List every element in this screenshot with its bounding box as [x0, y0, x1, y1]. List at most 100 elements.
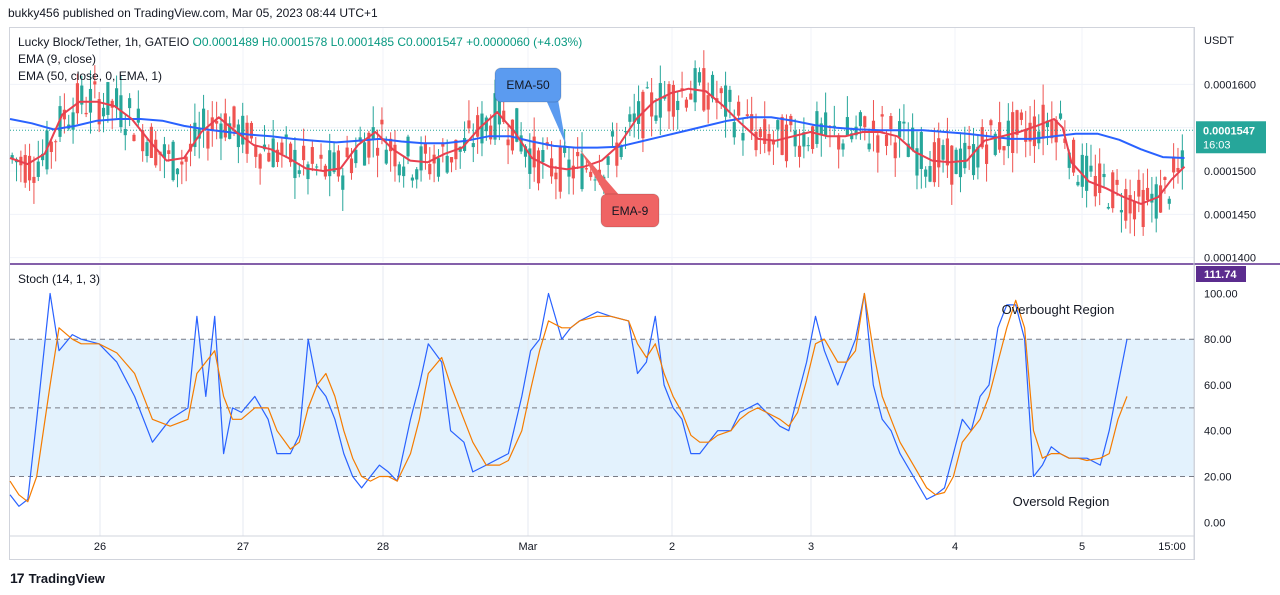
candle-body	[876, 135, 880, 153]
candle-body	[950, 145, 954, 185]
stoch-axis-tick: 60.00	[1204, 380, 1232, 392]
overbought-label: Overbought Region	[1002, 302, 1115, 317]
candle-body	[884, 135, 889, 146]
candle-body	[784, 124, 789, 162]
publisher-header: bukky456 published on TradingView.com, M…	[8, 6, 378, 20]
candle-body	[349, 158, 354, 174]
candle-body	[249, 122, 253, 139]
candle-body	[719, 88, 723, 94]
candle-body	[750, 114, 754, 131]
candle-body	[328, 150, 332, 177]
candle-body	[515, 108, 519, 142]
candle-body	[1054, 119, 1058, 143]
candle-body	[845, 117, 849, 136]
candle-body	[863, 116, 867, 128]
candle-body	[689, 93, 693, 100]
stoch-legend: Stoch (14, 1, 3)	[18, 272, 101, 286]
price-axis-currency: USDT	[1204, 35, 1234, 47]
price-axis-tick: 0.0001500	[1204, 166, 1256, 178]
candle-body	[1080, 154, 1084, 187]
candle-body	[467, 120, 471, 129]
candle-body	[732, 122, 736, 138]
candle-body	[410, 177, 414, 181]
candle-body	[637, 101, 641, 124]
candle-body	[776, 120, 780, 130]
candle-body	[1145, 187, 1150, 201]
candle-body	[767, 133, 771, 152]
candle-body	[80, 85, 84, 105]
candle-body	[924, 169, 928, 177]
candle-body	[837, 135, 841, 150]
candle-body	[415, 169, 419, 180]
candles	[10, 50, 1184, 237]
candle-body	[480, 113, 484, 144]
candle-body	[780, 116, 784, 155]
candle-body	[445, 155, 449, 173]
candle-body	[280, 142, 284, 155]
candle-body	[419, 146, 423, 171]
price-axis-tick: 0.0001450	[1204, 209, 1256, 221]
candle-body	[497, 90, 501, 125]
candle-body	[1076, 181, 1080, 186]
candle-body	[536, 150, 541, 184]
candle-body	[541, 150, 545, 163]
candle-body	[1098, 163, 1102, 193]
legend: Lucky Block/Tether, 1h, GATEIO O0.000148…	[18, 34, 582, 85]
candle-body	[523, 146, 528, 157]
last-price-value: 0.0001547	[1203, 125, 1255, 137]
candle-body	[471, 143, 475, 148]
candle-body	[184, 156, 188, 162]
candle-body	[393, 144, 397, 167]
candle-body	[236, 124, 240, 148]
candle-body	[702, 68, 706, 111]
stoch-band	[10, 339, 1194, 477]
candle-body	[941, 145, 945, 160]
candle-body	[128, 98, 132, 109]
candle-body	[154, 139, 158, 166]
ema9-line	[9, 87, 1186, 205]
candle-body	[49, 141, 53, 153]
candle-body	[919, 132, 923, 169]
candle-body	[1154, 184, 1158, 219]
candle-body	[293, 149, 297, 179]
candle-body	[811, 126, 815, 150]
stoch-axis-tick: 20.00	[1204, 472, 1232, 484]
candle-body	[297, 170, 301, 174]
time-axis-tick: 3	[808, 541, 814, 553]
candle-body	[171, 141, 175, 181]
candle-body	[758, 129, 762, 138]
time-axis-tick: 27	[237, 541, 249, 553]
candle-body	[206, 131, 210, 149]
candle-body	[115, 88, 119, 109]
candle-body	[841, 143, 845, 150]
candle-body	[367, 132, 371, 158]
candle-body	[1067, 152, 1071, 168]
candle-body	[1124, 189, 1128, 221]
candle-body	[106, 82, 110, 115]
candle-body	[824, 112, 828, 137]
candle-body	[441, 142, 445, 147]
candle-body	[737, 101, 741, 116]
candle-body	[1141, 189, 1145, 228]
ema9-callout-label: EMA-9	[612, 204, 649, 218]
candle-body	[202, 108, 206, 130]
candle-body	[610, 131, 615, 137]
ema9-callout: EMA-9	[580, 150, 660, 228]
candle-body	[911, 127, 915, 150]
time-axis-tick: 15:00	[1158, 541, 1186, 553]
candle-body	[706, 95, 710, 110]
candle-body	[710, 74, 715, 99]
candle-body	[858, 112, 862, 127]
candle-body	[175, 168, 180, 175]
candle-body	[489, 125, 493, 140]
candle-body	[1128, 195, 1132, 214]
candle-body	[1006, 120, 1010, 147]
candle-body	[1032, 116, 1036, 147]
candle-body	[41, 153, 45, 161]
candle-body	[889, 116, 893, 130]
candle-body	[697, 72, 702, 83]
ema50-callout-label: EMA-50	[506, 78, 550, 92]
candle-body	[1041, 104, 1045, 139]
stoch-axis-tick: 80.00	[1204, 334, 1232, 346]
